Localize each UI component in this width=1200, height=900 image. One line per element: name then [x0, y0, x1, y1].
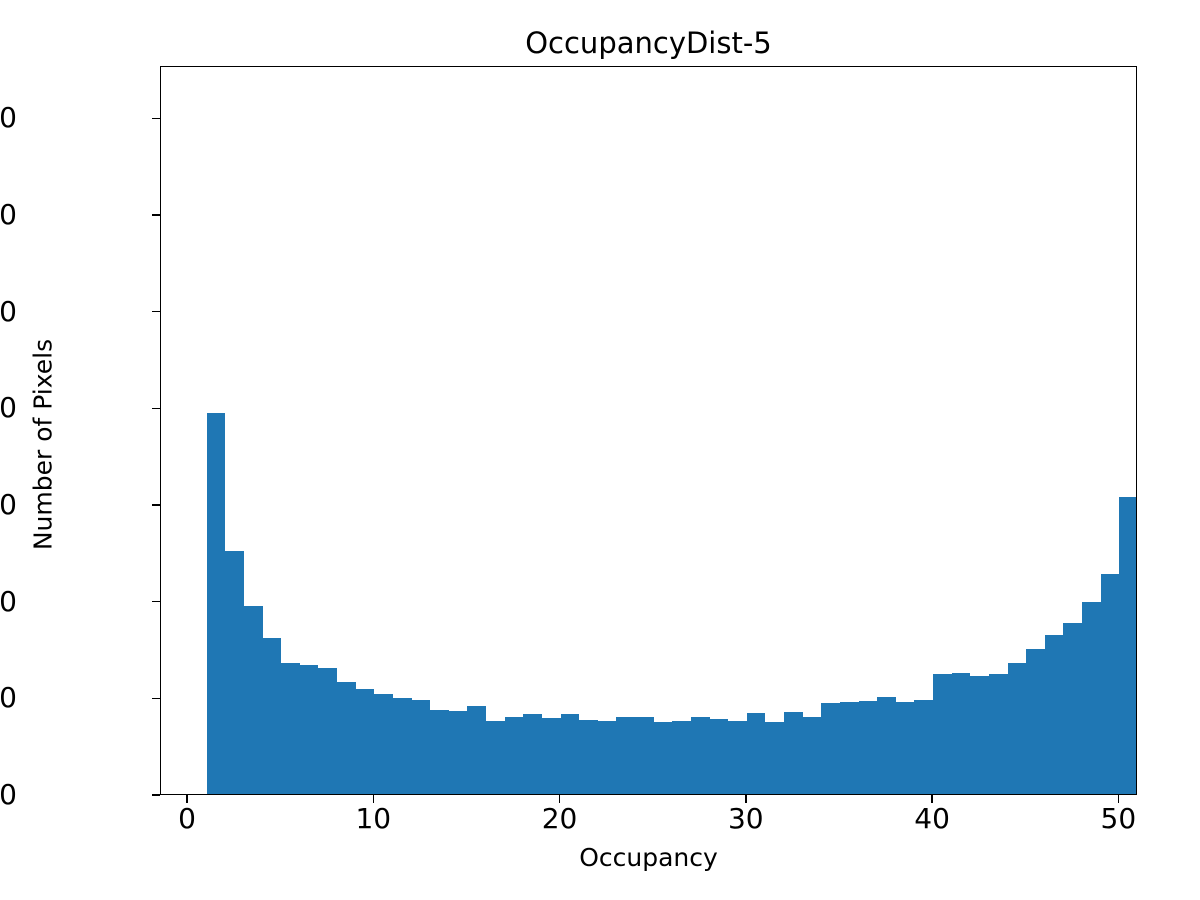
y-tick-mark	[152, 310, 160, 313]
histogram-bar	[560, 713, 580, 794]
histogram-bar	[1026, 648, 1045, 794]
x-tick-label: 40	[914, 802, 950, 835]
histogram-bar	[951, 673, 971, 794]
histogram-bar	[411, 700, 431, 794]
histogram-bar	[914, 699, 934, 794]
histogram-bar	[504, 716, 524, 794]
x-tick-mark	[186, 795, 188, 803]
y-tick-label: 750	[0, 487, 17, 521]
x-tick-mark	[558, 795, 561, 803]
x-tick-label: 20	[541, 802, 578, 835]
x-tick-mark	[931, 795, 933, 803]
y-tick-label: 0	[0, 778, 17, 811]
histogram-bar	[299, 665, 319, 794]
histogram-bar	[206, 413, 226, 794]
histogram-bar	[337, 681, 356, 794]
histogram-bar	[765, 722, 785, 794]
x-tick-mark	[372, 795, 374, 803]
histogram-bar	[690, 716, 710, 794]
y-tick-mark	[152, 117, 160, 119]
x-tick-mark	[1117, 795, 1120, 803]
x-axis-label: Occupancy	[579, 843, 718, 872]
histogram-bar	[392, 698, 412, 794]
histogram-bar	[653, 722, 673, 794]
histogram-bar	[858, 701, 878, 794]
histogram-bar	[988, 674, 1008, 794]
histogram-bar	[784, 712, 803, 794]
histogram-bar	[1007, 662, 1027, 794]
histogram-bar	[355, 688, 375, 794]
histogram-bar	[970, 676, 989, 794]
plot-axes	[160, 66, 1137, 795]
y-tick-label: 1000	[0, 391, 17, 425]
x-tick-label: 10	[355, 802, 392, 835]
chart-title: OccupancyDist-5	[525, 26, 772, 60]
histogram-bar	[579, 719, 598, 794]
histogram-bar	[541, 718, 561, 794]
histogram-bar	[802, 716, 822, 794]
y-tick-mark	[152, 214, 160, 216]
histogram-bar	[430, 709, 449, 794]
histogram-bar	[318, 668, 338, 794]
y-tick-mark	[152, 504, 160, 506]
histogram-bar	[895, 701, 915, 794]
y-tick-label: 250	[0, 681, 17, 715]
histogram-bar	[616, 716, 636, 794]
y-tick-label: 500	[0, 584, 17, 618]
histogram-bar	[243, 605, 263, 794]
x-tick-label: 0	[178, 802, 196, 835]
histogram-bar	[1063, 622, 1083, 794]
histogram-bar	[262, 637, 282, 794]
histogram-bar	[467, 705, 487, 794]
histogram-bar	[225, 551, 244, 794]
histogram-bar	[728, 720, 747, 794]
y-axis-label: Number of Pixels	[28, 338, 58, 551]
x-tick-label: 50	[1100, 802, 1137, 835]
histogram-bar	[281, 662, 300, 794]
y-tick-mark	[152, 794, 160, 796]
y-tick-label: 1750	[0, 101, 17, 135]
y-tick-label: 1250	[0, 294, 17, 328]
y-tick-mark	[152, 407, 160, 409]
y-tick-label: 1500	[0, 197, 17, 231]
histogram-bar	[635, 716, 654, 794]
x-tick-label: 30	[727, 802, 764, 835]
histogram-bar	[877, 697, 896, 794]
histogram-bar	[448, 711, 468, 794]
histogram-bar	[486, 721, 505, 794]
histogram-bar	[523, 713, 542, 794]
y-tick-mark	[152, 600, 160, 603]
histogram-bar	[1119, 497, 1136, 794]
histogram-bar	[933, 674, 952, 794]
histogram-bar	[746, 712, 766, 794]
histogram-bar	[1082, 601, 1101, 794]
y-tick-mark	[152, 697, 160, 699]
bars-container	[161, 67, 1136, 794]
histogram-bar	[709, 718, 729, 794]
histogram-bar	[672, 720, 691, 794]
histogram-bar	[597, 720, 617, 794]
histogram-bar	[839, 701, 859, 794]
histogram-bar	[821, 703, 840, 794]
histogram-bar	[1100, 573, 1120, 794]
histogram-bar	[374, 694, 393, 794]
x-tick-mark	[745, 795, 747, 803]
histogram-bar	[1044, 634, 1064, 794]
